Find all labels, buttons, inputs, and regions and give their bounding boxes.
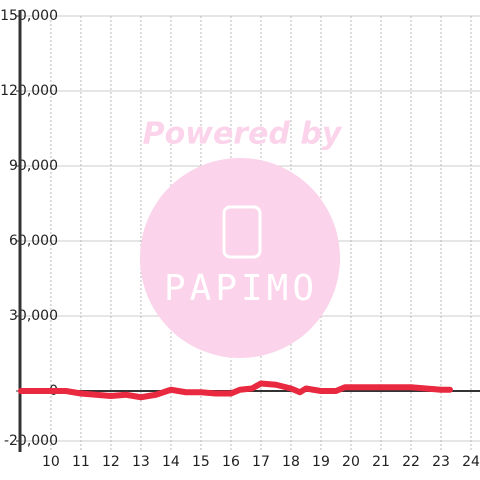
y-tick-label: 90,000	[9, 158, 58, 174]
x-tick-label: 12	[102, 454, 120, 470]
y-tick-label: 30,000	[9, 308, 58, 324]
x-tick-label: 18	[282, 454, 300, 470]
x-tick-label: 10	[42, 454, 60, 470]
x-tick-label: 17	[252, 454, 270, 470]
x-tick-label: 11	[72, 454, 90, 470]
x-tick-label: 19	[312, 454, 330, 470]
x-tick-label: 16	[222, 454, 240, 470]
watermark-logo: PAPIMO	[164, 268, 318, 309]
watermark-icon	[222, 205, 262, 259]
y-tick-label: 120,000	[0, 83, 58, 99]
x-tick-label: 23	[432, 454, 450, 470]
x-tick-label: 20	[342, 454, 360, 470]
line-series	[17, 380, 453, 401]
watermark-text: Powered by	[143, 117, 343, 152]
x-tick-label: 14	[162, 454, 180, 470]
x-tick-label: 15	[192, 454, 210, 470]
y-tick-label: 150,000	[0, 8, 58, 24]
y-tick-label: -20,000	[4, 433, 58, 449]
y-tick-label: 60,000	[9, 233, 58, 249]
x-tick-label: 22	[402, 454, 420, 470]
x-tick-label: 13	[132, 454, 150, 470]
x-tick-label: 21	[372, 454, 390, 470]
x-tick-label: 24	[462, 454, 480, 470]
watermark: Powered by PAPIMO	[140, 117, 343, 358]
